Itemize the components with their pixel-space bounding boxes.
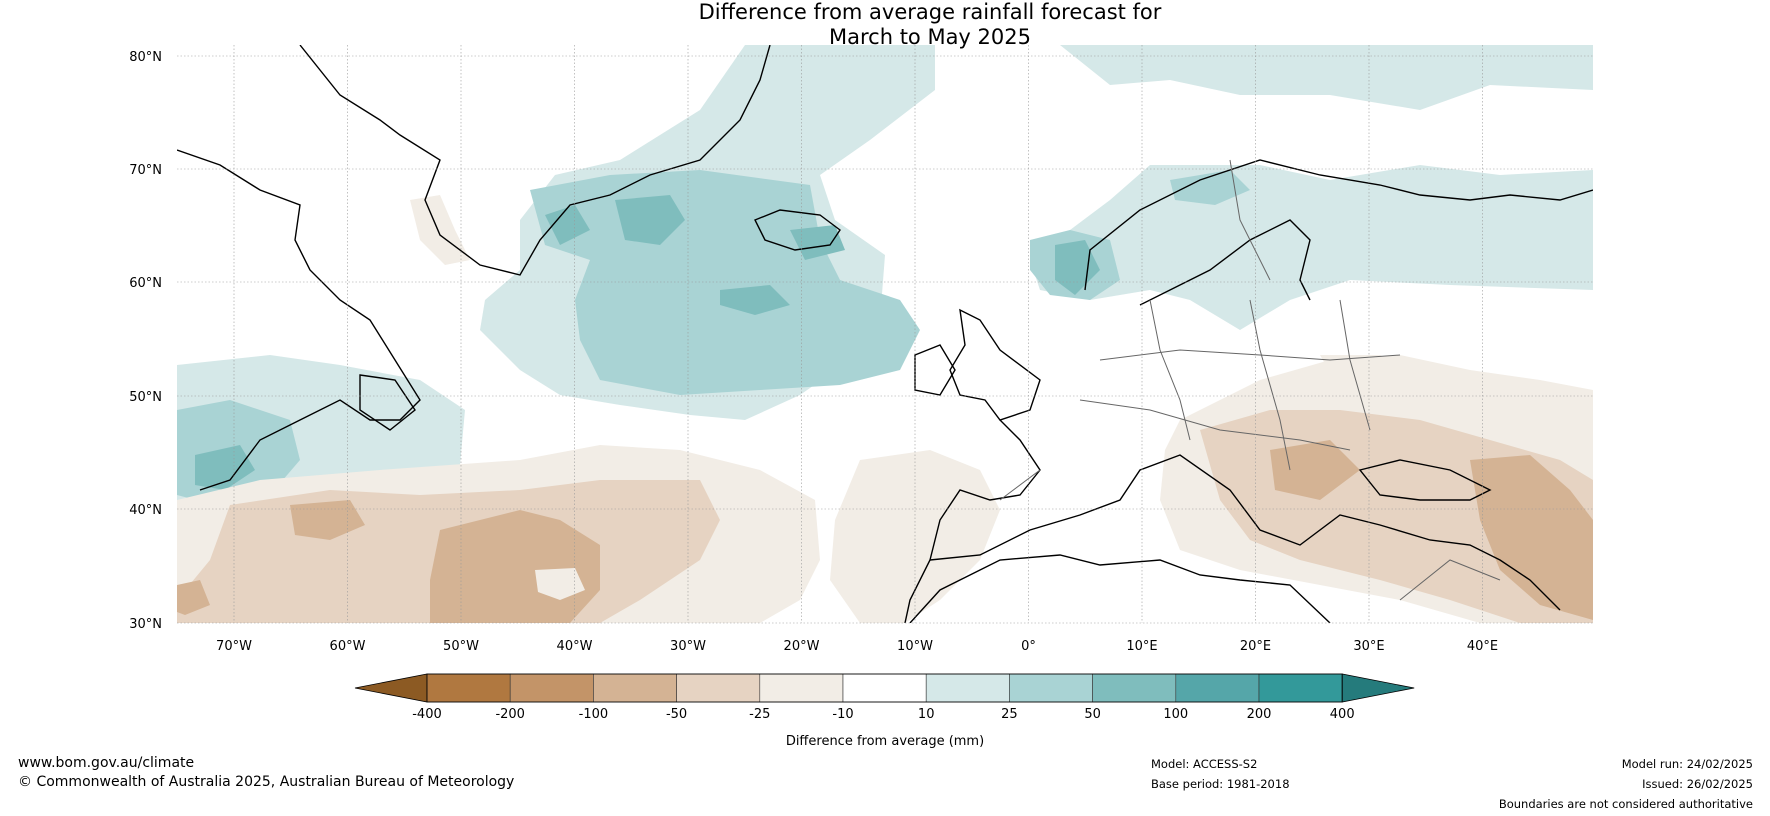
shade-25-50 (1170, 170, 1250, 205)
colorbar-segment (842, 673, 927, 703)
shade-minus-50-100 (177, 580, 210, 615)
mediterranean-coast (929, 454, 1561, 611)
shade-minus-10-25 (410, 195, 470, 265)
colorbar-segment (1092, 673, 1177, 703)
colorbar: -400 -200 -100 -50 -25 -10 10 25 50 100 200 400 (354, 673, 1415, 722)
colorbar-segment (925, 673, 1010, 703)
country-borders (999, 159, 1501, 601)
shade-minus-50-100 (290, 500, 365, 540)
border-line (1249, 299, 1291, 471)
forecast-shading (177, 45, 1593, 623)
colorbar-extend-low (354, 673, 428, 703)
lon-label: 10°W (897, 639, 933, 654)
colorbar-segment (1258, 673, 1343, 703)
lat-label: 50°N (129, 390, 162, 405)
iceland-coast (754, 209, 841, 251)
africa-coast (909, 554, 1331, 623)
model-text: Model: ACCESS-S2 (1151, 757, 1258, 771)
border-line (1149, 299, 1191, 441)
shade-50-100 (790, 225, 845, 260)
shade-minus-50-100 (535, 568, 585, 600)
labrador-coast (177, 149, 421, 491)
shade-10-25 (1030, 165, 1593, 330)
border-line (999, 469, 1041, 501)
copyright-text: © Commonwealth of Australia 2025, Austra… (18, 774, 515, 790)
shade-50-100 (720, 285, 790, 315)
longitude-labels: 70°W 60°W 50°W 40°W 30°W 20°W 10°W 0° 10°E 20°E 30… (216, 639, 1498, 654)
colorbar-tick-label: 200 (1247, 707, 1272, 722)
issued-text: Issued: 26/02/2025 (1642, 777, 1753, 791)
website-text: www.bom.gov.au/climate (18, 755, 195, 771)
colorbar-segment (1175, 673, 1260, 703)
lon-label: 30°W (670, 639, 706, 654)
scandinavia-coast (1084, 159, 1593, 291)
colorbar-segment (593, 673, 677, 703)
shade-minus-10-25 (1320, 355, 1420, 395)
border-line (1339, 299, 1371, 431)
latitude-labels: 80°N 70°N 60°N 50°N 40°N 30°N (129, 50, 162, 632)
colorbar-tick-label: 25 (1001, 707, 1018, 722)
coastlines (177, 45, 1593, 623)
europe-atlantic-coast (904, 419, 1041, 623)
border-line (1399, 559, 1501, 601)
colorbar-tick-label: -10 (832, 707, 853, 722)
sweden-finland-coast (1139, 219, 1311, 306)
colorbar-tick-label: -25 (749, 707, 770, 722)
lon-label: 20°E (1240, 639, 1271, 654)
greenland-coast (299, 45, 771, 276)
colorbar-extend-high (1341, 673, 1415, 703)
colorbar-tick-label: 50 (1084, 707, 1101, 722)
gridlines (177, 45, 1593, 624)
lon-label: 30°E (1353, 639, 1384, 654)
colorbar-label: Difference from average (mm) (786, 734, 984, 749)
black-sea-coast (1358, 459, 1492, 501)
title-line-1: Difference from average rainfall forecas… (698, 0, 1162, 24)
colorbar-tick-label: -200 (495, 707, 525, 722)
colorbar-tick-label: -50 (666, 707, 687, 722)
shade-minus-50-100 (1470, 455, 1593, 620)
colorbar-tick-label: -100 (579, 707, 609, 722)
lon-label: 40°W (557, 639, 593, 654)
colorbar-tick-label: 10 (918, 707, 935, 722)
colorbar-segment (426, 673, 511, 703)
shade-50-100 (195, 445, 255, 490)
british-isles-coast (949, 308, 1041, 421)
lon-label: 50°W (443, 639, 479, 654)
model-run-text: Model run: 24/02/2025 (1621, 757, 1753, 771)
lat-label: 60°N (129, 276, 162, 291)
border-line (1229, 159, 1271, 281)
colorbar-segment (759, 673, 844, 703)
colorbar-segment (676, 673, 761, 703)
colorbar-segment (509, 673, 594, 703)
shade-50-100 (1055, 240, 1100, 295)
colorbar-frame (426, 673, 1343, 703)
lon-label: 60°W (330, 639, 366, 654)
shade-minus-50-100 (1270, 440, 1360, 500)
lon-label: 10°E (1126, 639, 1157, 654)
colorbar-segment (1009, 673, 1093, 703)
colorbar-tick-label: 100 (1163, 707, 1188, 722)
colorbar-tick-label: 400 (1330, 707, 1355, 722)
newfoundland-coast (359, 374, 416, 431)
map-title: Difference from average rainfall forecas… (0, 0, 1770, 50)
shade-50-100 (615, 195, 685, 245)
lat-label: 70°N (129, 163, 162, 178)
disclaimer-text: Boundaries are not considered authoritat… (1498, 797, 1753, 811)
base-period-text: Base period: 1981-2018 (1151, 777, 1290, 791)
lon-label: 0° (1021, 639, 1036, 654)
lat-label: 30°N (129, 617, 162, 632)
lon-label: 40°E (1467, 639, 1498, 654)
lat-label: 80°N (129, 50, 162, 65)
ireland-coast (914, 344, 956, 396)
lon-label: 20°W (784, 639, 820, 654)
lon-label: 70°W (216, 639, 252, 654)
border-line (1079, 399, 1351, 451)
shade-10-25 (1060, 45, 1593, 110)
shade-50-100 (545, 205, 590, 245)
colorbar-tick-label: -400 (412, 707, 442, 722)
lat-label: 40°N (129, 503, 162, 518)
border-line (1099, 349, 1401, 361)
